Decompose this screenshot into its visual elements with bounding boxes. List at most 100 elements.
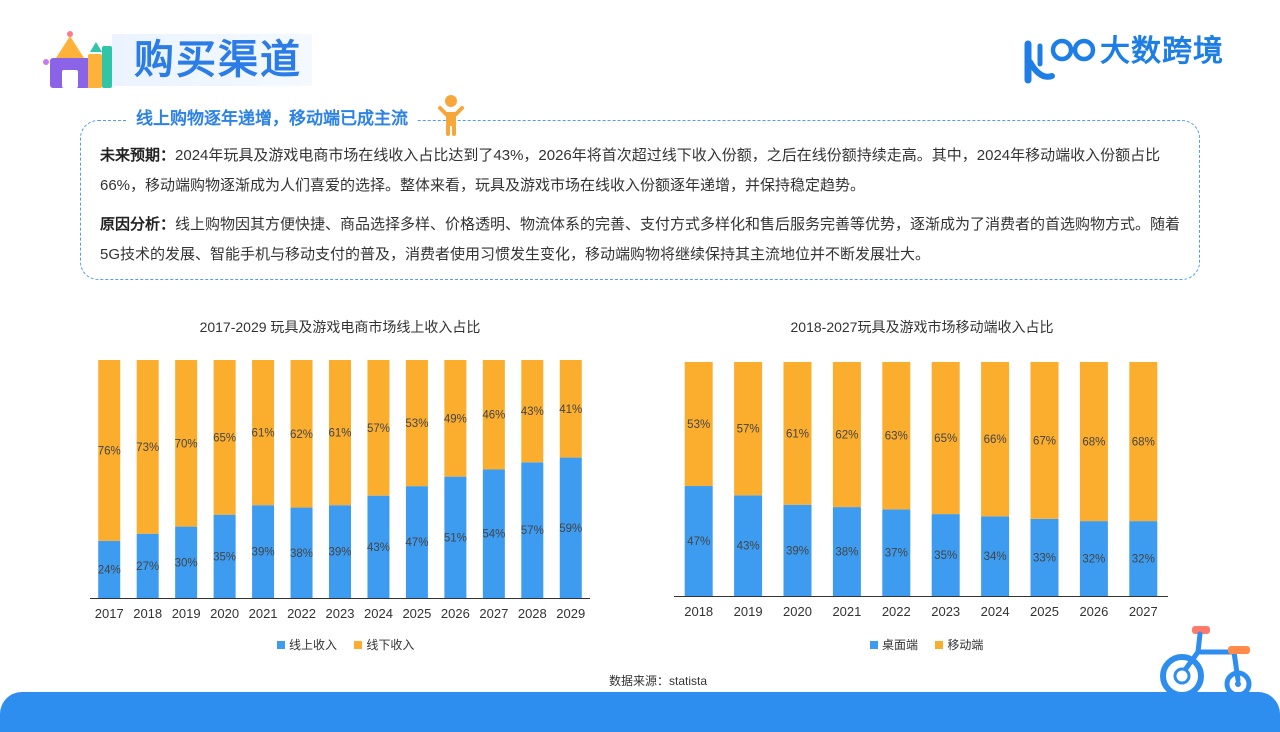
legend-item-online: 线上收入 bbox=[277, 638, 337, 652]
chart2-bar-2021-s0 bbox=[832, 507, 861, 596]
chart2-bar-2025-s0 bbox=[1030, 518, 1059, 596]
chart1-label-2018-s1: 73% bbox=[136, 442, 159, 454]
chart1-tick-2026: 2026 bbox=[441, 606, 470, 621]
chart2-bar-2021-s1 bbox=[832, 362, 861, 508]
chart2-bar-2020-s0 bbox=[783, 504, 812, 596]
chart1-bar-2019-s1 bbox=[175, 360, 198, 527]
chart1-label-2024-s1: 57% bbox=[367, 423, 390, 435]
chart1-bar-2029-s0 bbox=[559, 457, 582, 598]
legend-swatch-mobile bbox=[935, 641, 944, 649]
chart2-label-2018-s1: 53% bbox=[687, 419, 710, 431]
chart1-tick-2028: 2028 bbox=[518, 606, 547, 621]
chart1-label-2026-s0: 51% bbox=[444, 532, 467, 544]
chart2-label-2025-s1: 67% bbox=[1033, 435, 1056, 447]
legend-swatch-offline bbox=[354, 641, 363, 649]
chart1-label-2019-s1: 70% bbox=[175, 438, 198, 450]
reason-text: 线上购物因其方便快捷、商品选择多样、价格透明、物流体系的完善、支付方式多样化和售… bbox=[100, 216, 1181, 263]
chart2-label-2027-s0: 32% bbox=[1132, 554, 1155, 566]
chart1-label-2024-s0: 43% bbox=[367, 542, 390, 554]
chart1-title: 2017-2029 玩具及游戏电商市场线上收入占比 bbox=[199, 319, 481, 335]
chart1-bar-2024-s1 bbox=[367, 360, 390, 496]
chart2-bar-2022-s0 bbox=[882, 509, 911, 596]
chart1-bar-2025-s1 bbox=[405, 360, 428, 487]
legend-item-offline: 线下收入 bbox=[354, 638, 414, 652]
chart1-bar-2020-s1 bbox=[213, 360, 236, 515]
chart2-label-2027-s1: 68% bbox=[1132, 437, 1155, 449]
chart1-bar-2022-s1 bbox=[290, 360, 313, 508]
chart2-label-2024-s0: 34% bbox=[984, 551, 1007, 563]
chart2-label-2020-s0: 39% bbox=[786, 545, 809, 557]
legend-swatch-desktop bbox=[870, 641, 878, 649]
brand-name: 大数跨境 bbox=[1100, 35, 1224, 68]
page-title: 购买渠道 bbox=[134, 38, 302, 82]
chart2-label-2018-s0: 47% bbox=[687, 536, 710, 548]
chart1-bar-2017-s0 bbox=[98, 540, 121, 598]
chart1-tick-2025: 2025 bbox=[402, 606, 431, 621]
chart2-bar-2023-s0 bbox=[931, 514, 960, 596]
chart1-bar-2017-s1 bbox=[98, 360, 121, 541]
legend-label-mobile: 移动端 bbox=[947, 638, 984, 652]
chart2-bar-2024-s0 bbox=[981, 516, 1010, 596]
chart2-tick-2027: 2027 bbox=[1129, 604, 1158, 619]
chart2-bar-2023-s1 bbox=[931, 362, 960, 515]
chart2-bar-2019-s0 bbox=[734, 495, 763, 596]
chart1-bar-2028-s0 bbox=[521, 462, 544, 598]
chart2-label-2021-s1: 62% bbox=[835, 430, 858, 442]
legend-label-online: 线上收入 bbox=[289, 638, 338, 652]
chart1-label-2029-s1: 41% bbox=[559, 404, 582, 416]
chart2-label-2021-s0: 38% bbox=[835, 547, 858, 559]
chart1-tick-2017: 2017 bbox=[95, 606, 124, 621]
chart1-label-2017-s1: 76% bbox=[98, 445, 121, 457]
chart1-bar-2022-s0 bbox=[290, 507, 313, 598]
chart2-tick-2021: 2021 bbox=[832, 604, 861, 619]
chart2-label-2026-s1: 68% bbox=[1082, 437, 1105, 449]
chart2-label-2025-s0: 33% bbox=[1033, 552, 1056, 564]
chart1-tick-2022: 2022 bbox=[287, 606, 316, 621]
legend-item-mobile: 移动端 bbox=[935, 638, 983, 652]
chart1-tick-2018: 2018 bbox=[133, 606, 162, 621]
chart1-bar-2027-s1 bbox=[482, 360, 505, 470]
legend-swatch-online bbox=[277, 641, 285, 649]
chart2-bar-2024-s1 bbox=[981, 362, 1010, 517]
chart1-label-2027-s1: 46% bbox=[482, 410, 505, 422]
chart2-tick-2019: 2019 bbox=[734, 604, 763, 619]
chart2-label-2026-s0: 32% bbox=[1082, 554, 1105, 566]
chart1-label-2022-s0: 38% bbox=[290, 548, 313, 560]
reason-paragraph: 原因分析：线上购物因其方便快捷、商品选择多样、价格透明、物流体系的完善、支付方式… bbox=[100, 210, 1188, 270]
chart2-bar-2019-s1 bbox=[734, 362, 763, 496]
chart2-tick-2026: 2026 bbox=[1079, 604, 1108, 619]
chart1-bar-2019-s0 bbox=[175, 526, 198, 598]
chart1-bar-2018-s1 bbox=[136, 360, 159, 534]
chart1-bar-2018-s0 bbox=[136, 533, 159, 598]
chart1-bar-2026-s1 bbox=[444, 360, 467, 477]
chart1-label-2029-s0: 59% bbox=[559, 523, 582, 535]
chart1-bar-2027-s0 bbox=[482, 469, 505, 598]
chart1-tick-2024: 2024 bbox=[364, 606, 393, 621]
chart2-tick-2020: 2020 bbox=[783, 604, 812, 619]
chart1-tick-2020: 2020 bbox=[210, 606, 239, 621]
building-blocks-icon bbox=[43, 31, 112, 88]
chart2-tick-2018: 2018 bbox=[684, 604, 713, 619]
chart2-legend: 桌面端 移动端 bbox=[870, 636, 997, 653]
tricycle-icon bbox=[1160, 626, 1252, 698]
chart2-label-2019-s0: 43% bbox=[737, 541, 760, 553]
chart1-label-2021-s1: 61% bbox=[252, 428, 275, 440]
chart1-tick-2021: 2021 bbox=[249, 606, 278, 621]
chart2-label-2022-s0: 37% bbox=[885, 548, 908, 560]
chart1-bar-2023-s0 bbox=[329, 505, 351, 598]
chart2-bar-2027-s0 bbox=[1129, 521, 1158, 596]
chart1-bar-2021-s1 bbox=[252, 360, 275, 506]
chart2-title: 2018-2027玩具及游戏市场移动端收入占比 bbox=[790, 319, 1054, 335]
chart2-tick-2024: 2024 bbox=[981, 604, 1010, 619]
chart2-label-2023-s1: 65% bbox=[934, 433, 957, 445]
chart1-tick-2027: 2027 bbox=[479, 606, 508, 621]
chart2-label-2024-s1: 66% bbox=[984, 434, 1007, 446]
chart2-tick-2023: 2023 bbox=[931, 604, 960, 619]
chart1-tick-2019: 2019 bbox=[172, 606, 201, 621]
chart1-tick-2029: 2029 bbox=[556, 606, 585, 621]
chart1-label-2017-s0: 24% bbox=[98, 564, 121, 576]
legend-label-desktop: 桌面端 bbox=[882, 638, 919, 652]
chart1-label-2020-s1: 65% bbox=[213, 432, 236, 444]
chart1-bar-2024-s0 bbox=[367, 495, 390, 598]
